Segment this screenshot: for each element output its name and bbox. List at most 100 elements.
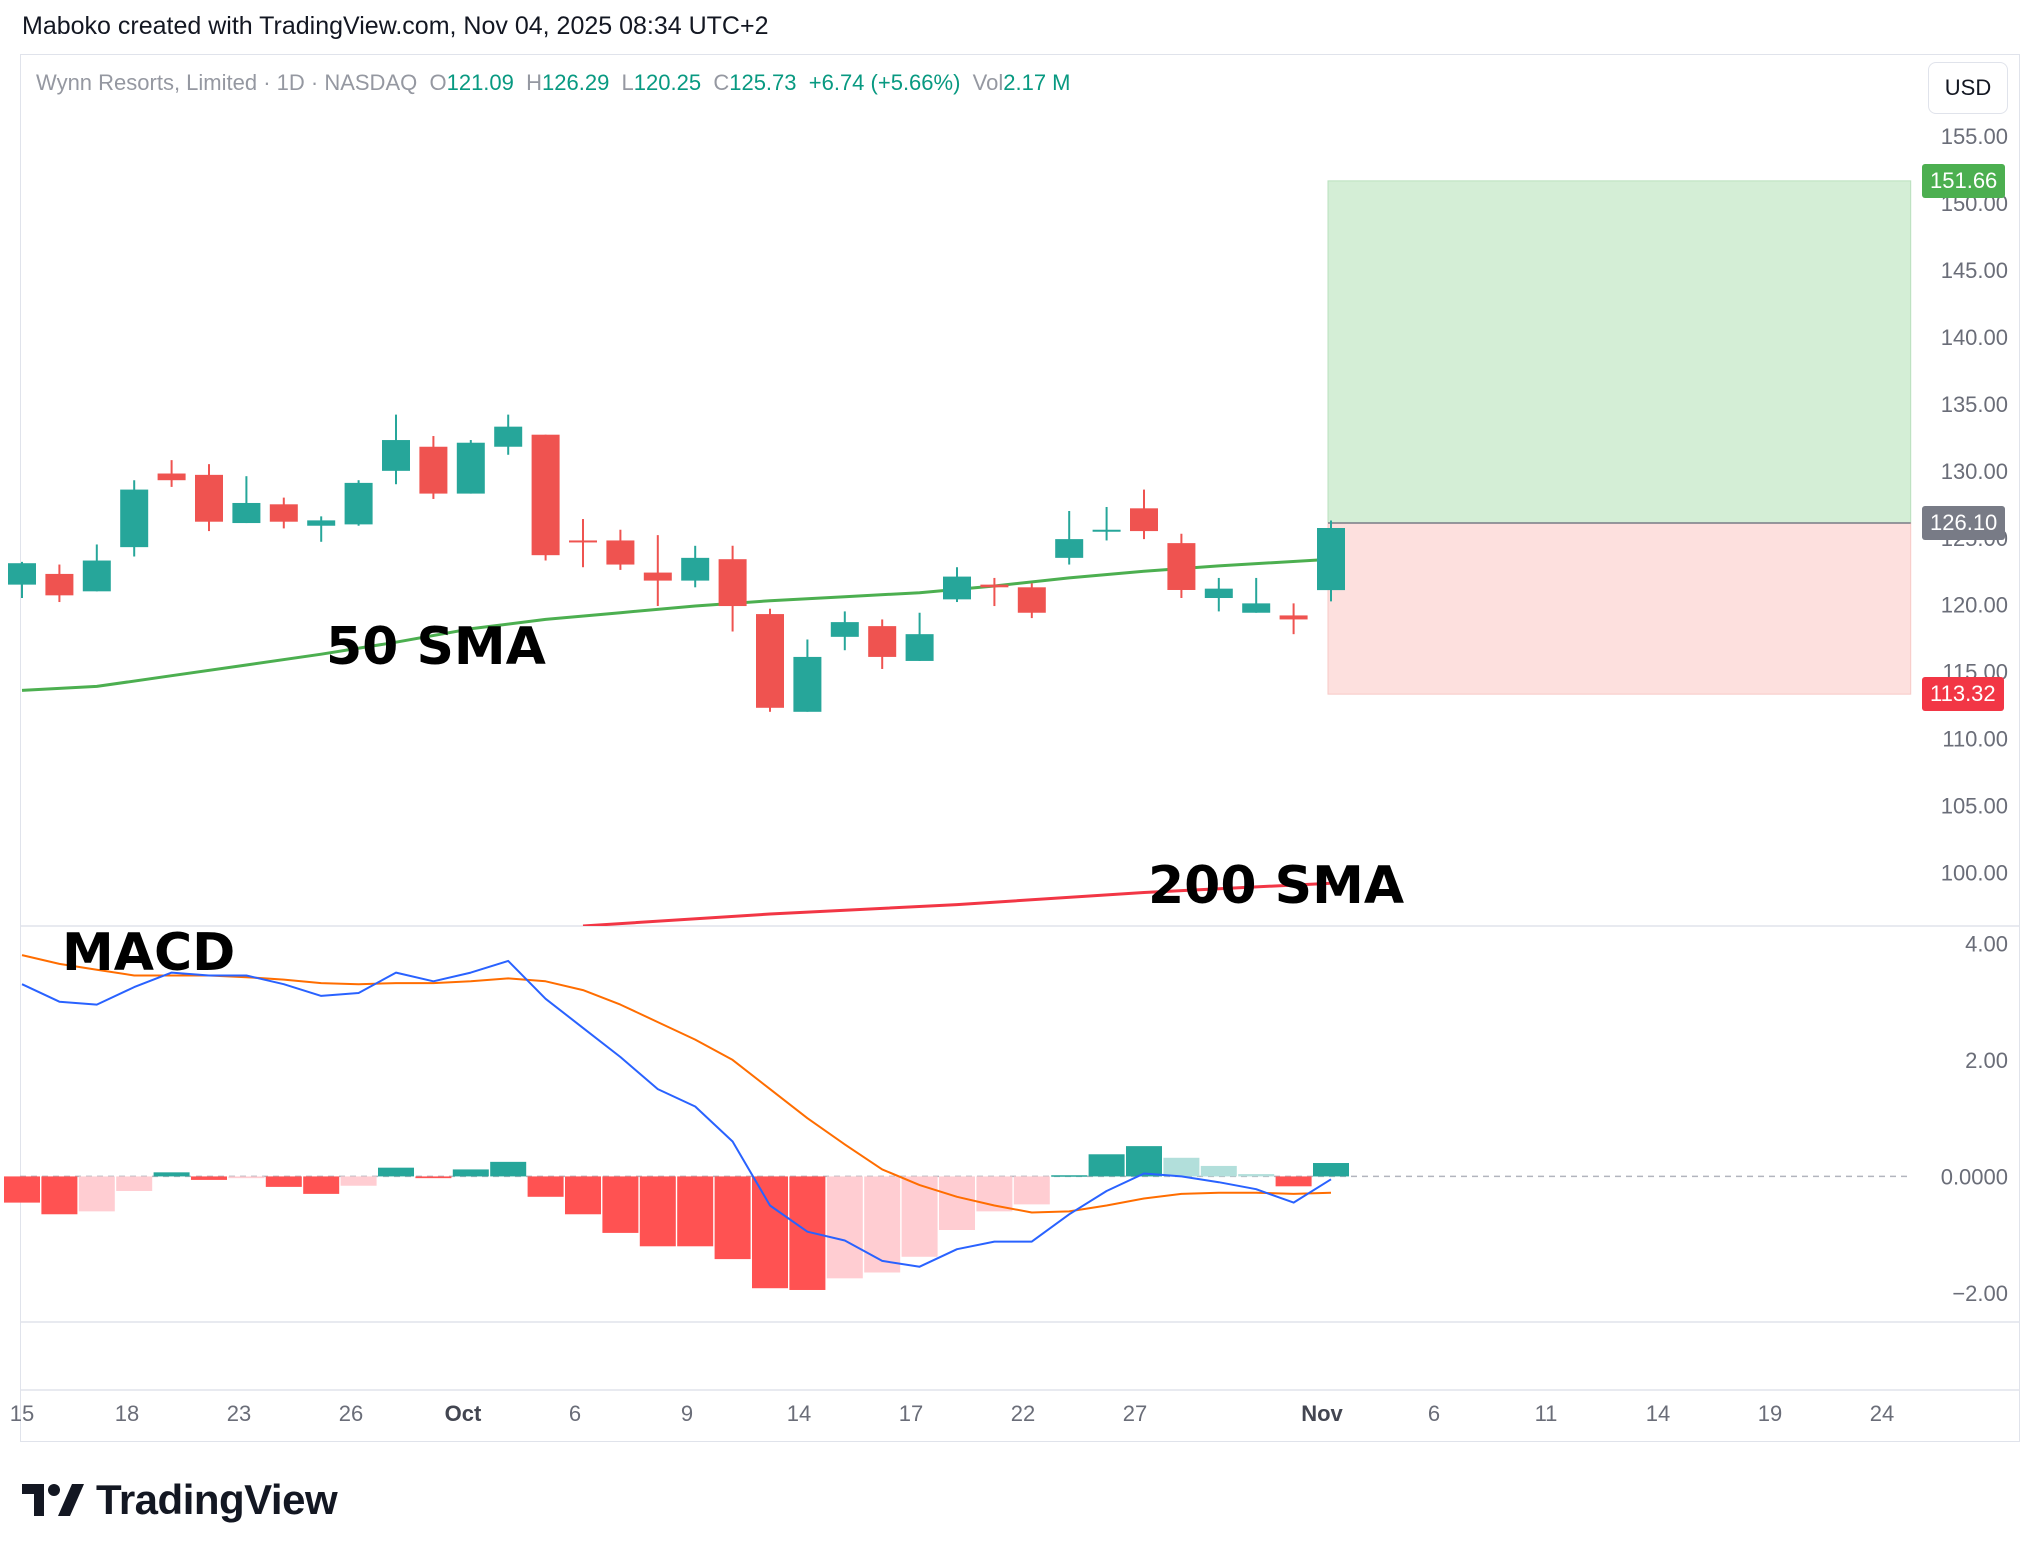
- macd-histogram-bar: [1163, 1157, 1200, 1177]
- time-tick-label: 14: [787, 1401, 811, 1426]
- candle-body: [8, 563, 36, 585]
- price-tick-label: 135.00: [1941, 392, 2008, 417]
- candle: [569, 519, 597, 568]
- price-tick-label: 100.00: [1941, 860, 2008, 885]
- candle: [232, 476, 261, 524]
- macd-histogram-bar: [1313, 1163, 1349, 1177]
- candle-body: [1130, 508, 1158, 532]
- candle-body: [1317, 528, 1345, 591]
- candle-body: [157, 473, 186, 481]
- macd-pane: [4, 954, 1910, 1290]
- moving-averages: [21, 557, 1332, 926]
- time-tick-label: 27: [1123, 1401, 1147, 1426]
- macd-histogram-bar: [789, 1176, 826, 1290]
- time-tick-label: Oct: [445, 1401, 482, 1426]
- pane-separators: [20, 925, 2020, 1391]
- symbol-info[interactable]: Wynn Resorts, Limited · 1D · NASDAQ: [36, 70, 418, 95]
- candle: [905, 612, 934, 661]
- annotations: 50 SMA 200 SMA MACD: [62, 617, 1404, 983]
- macd-histogram-bar: [565, 1176, 601, 1215]
- candle-body: [344, 482, 373, 525]
- macd-histogram-bar: [78, 1176, 115, 1212]
- candle: [120, 480, 149, 557]
- price-tick-label: 120.00: [1941, 593, 2008, 618]
- time-tick-label: 6: [1428, 1401, 1440, 1426]
- macd-histogram-bar: [1088, 1154, 1125, 1177]
- candle: [830, 611, 859, 651]
- volume-label: Vol: [972, 70, 1004, 95]
- macd-tick-label: 0.0000: [1941, 1164, 2008, 1189]
- candle-body: [1017, 587, 1046, 613]
- macd-histogram-bar: [939, 1176, 975, 1230]
- high-value: 126.29: [542, 70, 610, 95]
- tradingview-logo-text: TradingView: [96, 1476, 338, 1523]
- candle-body: [980, 584, 1009, 588]
- macd-histogram-bar: [864, 1176, 901, 1273]
- candle: [793, 639, 822, 712]
- candle: [756, 608, 784, 712]
- candle: [269, 497, 298, 529]
- candle: [643, 535, 672, 607]
- candle: [718, 545, 747, 632]
- candle-body: [1167, 543, 1196, 590]
- candle: [307, 516, 336, 542]
- open-label: O: [429, 70, 447, 95]
- tradingview-logo[interactable]: TradingView: [22, 1476, 338, 1524]
- candle-body: [456, 442, 485, 494]
- macd-tick-label: −2.00: [1952, 1281, 2008, 1306]
- macd-annotation: MACD: [62, 923, 235, 983]
- candle-body: [905, 634, 934, 661]
- candle-body: [943, 576, 971, 600]
- macd-tick-label: 2.00: [1965, 1048, 2008, 1073]
- candle-body: [643, 572, 672, 581]
- currency-button[interactable]: USD: [1928, 62, 2008, 114]
- candle: [195, 464, 223, 532]
- candle-body: [868, 626, 897, 657]
- candle-body: [830, 622, 859, 637]
- low-value: 120.25: [633, 70, 702, 95]
- candle: [1017, 583, 1046, 619]
- candle: [1317, 520, 1345, 602]
- candle: [157, 460, 186, 487]
- macd-histogram-bar: [602, 1176, 639, 1233]
- time-tick-label: 22: [1011, 1401, 1035, 1426]
- macd-histogram-bar: [265, 1176, 302, 1187]
- candle-body: [269, 504, 298, 522]
- macd-histogram-bar: [714, 1176, 751, 1260]
- sma200-annotation: 200 SMA: [1148, 856, 1404, 916]
- time-tick-label: 26: [339, 1401, 363, 1426]
- sma50-annotation: 50 SMA: [326, 617, 546, 677]
- candle-body: [82, 560, 111, 592]
- candle-body: [793, 656, 822, 712]
- stop-price-badge: 113.32: [1922, 677, 2004, 712]
- candle-body: [232, 502, 261, 524]
- macd-histogram-bar: [452, 1169, 489, 1177]
- sma200-line: [582, 881, 1332, 926]
- macd-histogram-bar: [677, 1176, 714, 1247]
- candle-body: [1204, 588, 1233, 599]
- close-value: 125.73: [729, 70, 797, 95]
- time-tick-label: 18: [115, 1401, 139, 1426]
- macd-histogram-bar: [826, 1176, 863, 1279]
- candle: [1279, 603, 1308, 635]
- target-price-badge: 151.66: [1922, 163, 2006, 198]
- candle: [1242, 577, 1271, 613]
- candle-body: [606, 540, 635, 565]
- low-label: L: [621, 70, 634, 95]
- candle-body: [195, 474, 223, 522]
- macd-histogram-bar: [490, 1161, 527, 1177]
- candle: [606, 529, 635, 570]
- candle: [419, 436, 448, 499]
- candle-body: [681, 557, 710, 581]
- candle: [681, 545, 710, 588]
- macd-histogram-bar: [527, 1176, 564, 1197]
- candle: [8, 561, 36, 599]
- candle-body: [419, 446, 448, 494]
- candle-body: [307, 520, 336, 526]
- macd-histogram-bar: [41, 1176, 78, 1215]
- price-tick-label: 130.00: [1941, 459, 2008, 484]
- macd-histogram-bar: [153, 1172, 190, 1177]
- price-tick-label: 155.00: [1941, 124, 2008, 149]
- volume-value: 2.17 M: [1003, 70, 1071, 95]
